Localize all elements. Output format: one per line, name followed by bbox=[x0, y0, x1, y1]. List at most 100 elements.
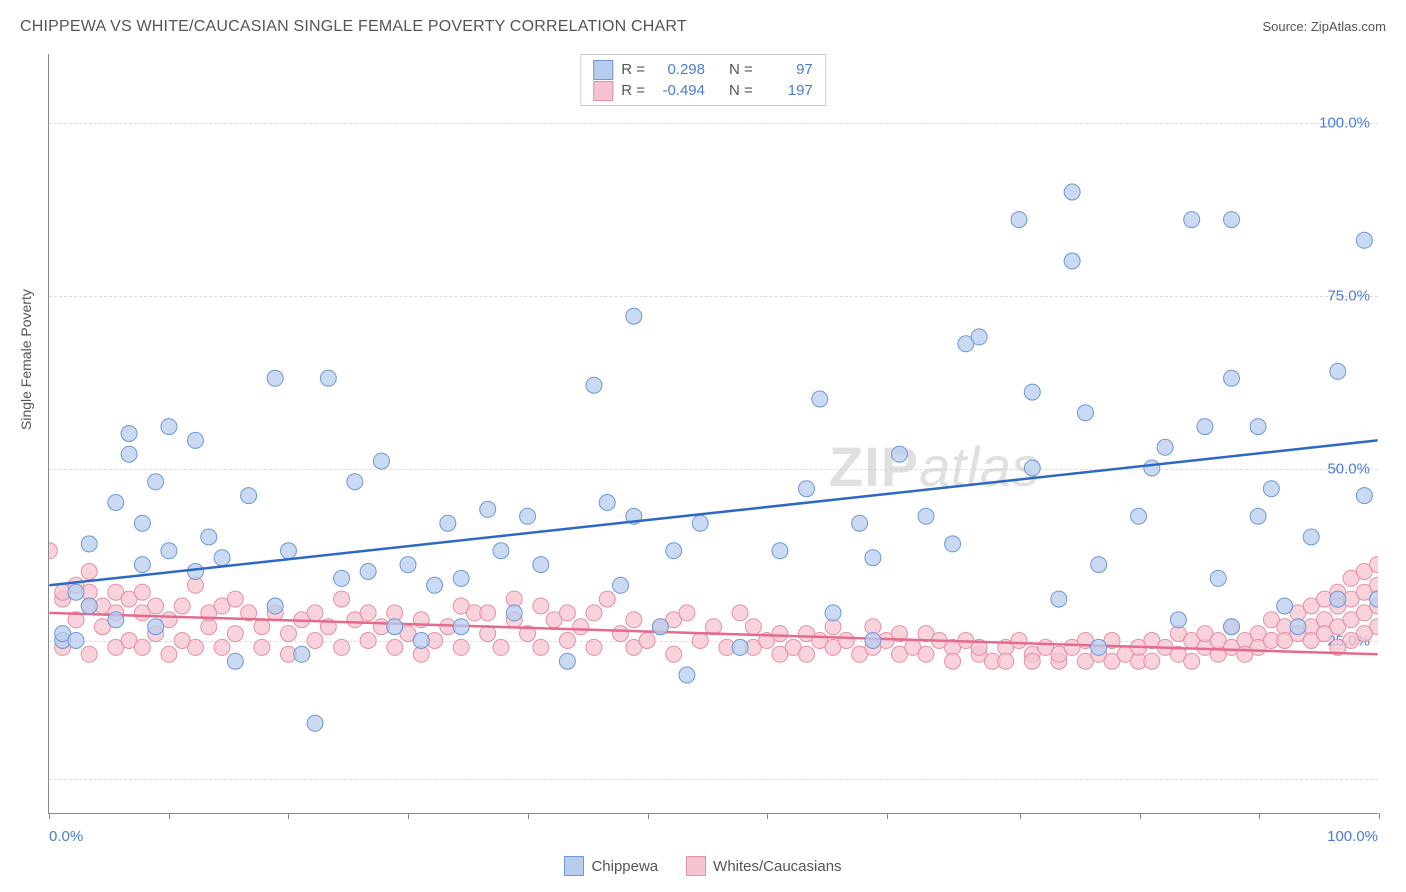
n-label: N = bbox=[729, 80, 753, 101]
x-tick bbox=[49, 813, 50, 819]
chippewa-point bbox=[1091, 557, 1107, 573]
chippewa-point bbox=[1131, 508, 1147, 524]
whites-point bbox=[307, 633, 323, 649]
whites-point bbox=[732, 605, 748, 621]
stats-row-whites: R = -0.494 N = 197 bbox=[593, 80, 813, 101]
chippewa-point bbox=[772, 543, 788, 559]
chippewa-point bbox=[798, 481, 814, 497]
chippewa-point bbox=[121, 426, 137, 442]
scatter-chart-svg bbox=[49, 54, 1378, 813]
whites-point bbox=[360, 633, 376, 649]
whites-point bbox=[307, 605, 323, 621]
whites-point bbox=[493, 639, 509, 655]
chippewa-point bbox=[267, 370, 283, 386]
chippewa-point bbox=[825, 605, 841, 621]
chippewa-point bbox=[161, 419, 177, 435]
chippewa-point bbox=[307, 715, 323, 731]
whites-point bbox=[254, 639, 270, 655]
whites-point bbox=[134, 584, 150, 600]
chart-header: CHIPPEWA VS WHITE/CAUCASIAN SINGLE FEMAL… bbox=[20, 18, 1386, 36]
n-value-chippewa: 97 bbox=[761, 59, 813, 80]
whites-point bbox=[453, 639, 469, 655]
whites-point bbox=[334, 591, 350, 607]
chippewa-point bbox=[148, 619, 164, 635]
chippewa-point bbox=[227, 653, 243, 669]
chippewa-point bbox=[214, 550, 230, 566]
chippewa-point bbox=[852, 515, 868, 531]
whites-point bbox=[49, 543, 57, 559]
whites-point bbox=[945, 653, 961, 669]
whites-point bbox=[480, 605, 496, 621]
stats-row-chippewa: R = 0.298 N = 97 bbox=[593, 59, 813, 80]
chippewa-point bbox=[679, 667, 695, 683]
whites-point bbox=[360, 605, 376, 621]
whites-point bbox=[838, 633, 854, 649]
whites-point bbox=[161, 646, 177, 662]
swatch-whites bbox=[593, 81, 613, 101]
chippewa-point bbox=[280, 543, 296, 559]
whites-point bbox=[998, 653, 1014, 669]
chippewa-point bbox=[480, 501, 496, 517]
whites-point bbox=[280, 626, 296, 642]
chippewa-point bbox=[161, 543, 177, 559]
chippewa-point bbox=[812, 391, 828, 407]
whites-point bbox=[387, 639, 403, 655]
chippewa-point bbox=[1210, 570, 1226, 586]
chippewa-point bbox=[533, 557, 549, 573]
chippewa-point bbox=[493, 543, 509, 559]
chippewa-point bbox=[732, 639, 748, 655]
chippewa-point bbox=[68, 633, 84, 649]
whites-point bbox=[772, 626, 788, 642]
chippewa-point bbox=[1330, 363, 1346, 379]
chippewa-point bbox=[267, 598, 283, 614]
whites-point bbox=[745, 619, 761, 635]
chippewa-point bbox=[613, 577, 629, 593]
chippewa-point bbox=[1011, 212, 1027, 228]
whites-point bbox=[586, 639, 602, 655]
whites-point bbox=[187, 639, 203, 655]
chippewa-point bbox=[586, 377, 602, 393]
whites-point bbox=[533, 598, 549, 614]
whites-point bbox=[666, 646, 682, 662]
chippewa-point bbox=[1197, 419, 1213, 435]
whites-point bbox=[81, 564, 97, 580]
chippewa-point bbox=[201, 529, 217, 545]
chippewa-point bbox=[1330, 591, 1346, 607]
whites-point bbox=[626, 612, 642, 628]
whites-point bbox=[174, 598, 190, 614]
chippewa-point bbox=[971, 329, 987, 345]
chippewa-point bbox=[187, 564, 203, 580]
chippewa-point bbox=[68, 584, 84, 600]
whites-point bbox=[918, 646, 934, 662]
source-label: Source: bbox=[1262, 19, 1310, 34]
whites-point bbox=[148, 598, 164, 614]
chippewa-point bbox=[294, 646, 310, 662]
chippewa-point bbox=[334, 570, 350, 586]
x-tick bbox=[408, 813, 409, 819]
chippewa-point bbox=[1091, 639, 1107, 655]
r-value-whites: -0.494 bbox=[653, 80, 705, 101]
whites-point bbox=[334, 639, 350, 655]
chippewa-point bbox=[1250, 508, 1266, 524]
legend-swatch-whites bbox=[686, 856, 706, 876]
chippewa-point bbox=[865, 550, 881, 566]
x-tick-label: 0.0% bbox=[49, 828, 83, 845]
whites-point bbox=[586, 605, 602, 621]
chippewa-point bbox=[241, 488, 257, 504]
chippewa-point bbox=[891, 446, 907, 462]
chippewa-point bbox=[134, 557, 150, 573]
legend-item-chippewa: Chippewa bbox=[564, 856, 658, 876]
legend-label-chippewa: Chippewa bbox=[591, 858, 658, 875]
chippewa-point bbox=[453, 619, 469, 635]
chippewa-point bbox=[387, 619, 403, 635]
chippewa-point bbox=[347, 474, 363, 490]
chippewa-point bbox=[865, 633, 881, 649]
x-tick-label: 100.0% bbox=[1327, 828, 1378, 845]
chippewa-trendline bbox=[49, 440, 1377, 585]
whites-point bbox=[134, 639, 150, 655]
chippewa-point bbox=[413, 633, 429, 649]
legend-label-whites: Whites/Caucasians bbox=[713, 858, 841, 875]
whites-point bbox=[214, 639, 230, 655]
chippewa-point bbox=[400, 557, 416, 573]
plot-area: ZIPatlas 25.0%50.0%75.0%100.0%0.0%100.0% bbox=[48, 54, 1378, 814]
